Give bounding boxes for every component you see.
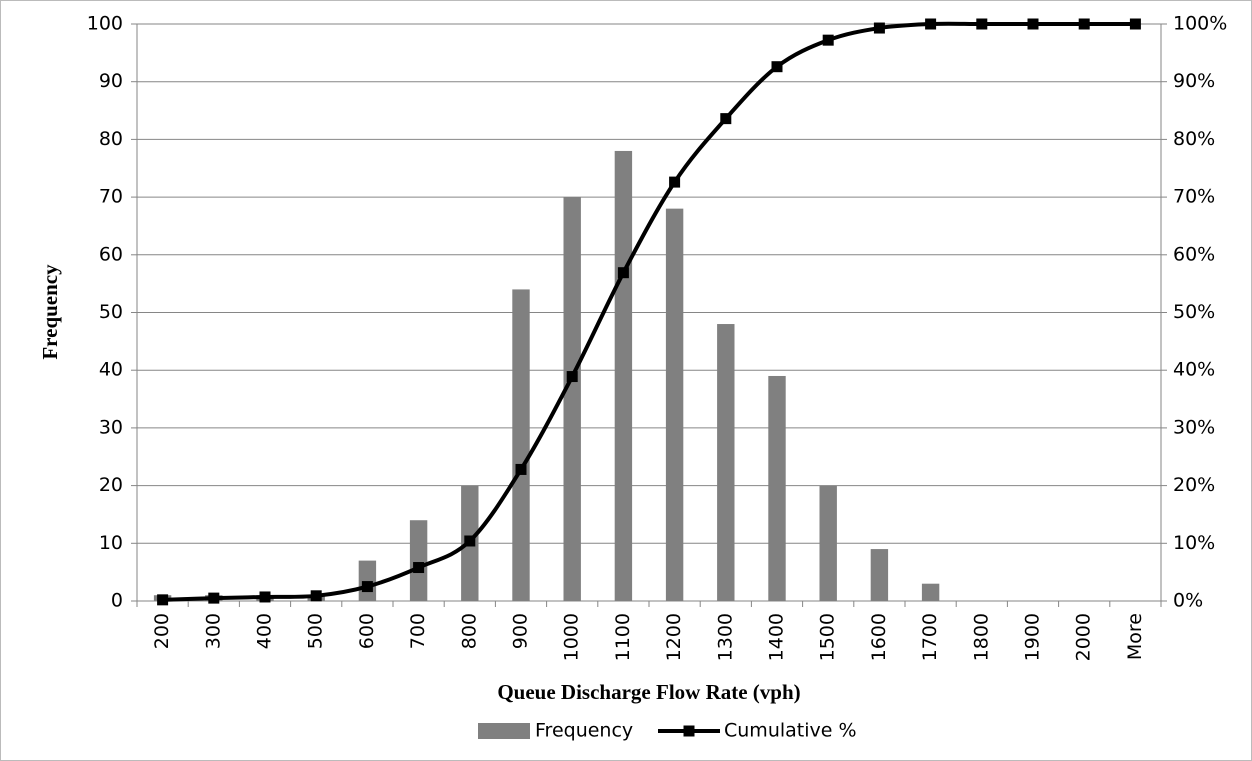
x-tick-label: 1500 xyxy=(817,613,839,661)
line-marker xyxy=(822,34,834,46)
bar xyxy=(409,520,428,601)
line-marker xyxy=(976,18,988,30)
x-tick-label: 400 xyxy=(254,613,276,649)
line-marker xyxy=(566,371,578,383)
line-marker xyxy=(208,592,220,604)
y2-tick-label: 30% xyxy=(1173,416,1215,438)
bar xyxy=(614,150,633,601)
line-marker xyxy=(413,562,425,574)
line-marker xyxy=(157,594,169,606)
line-marker xyxy=(873,22,885,34)
y-tick-label: 90 xyxy=(99,70,123,92)
bar xyxy=(563,197,581,601)
y-tick-label: 0 xyxy=(111,590,123,612)
x-tick-label: 1600 xyxy=(868,613,890,661)
legend-swatch xyxy=(478,723,530,739)
x-tick-label: 700 xyxy=(407,613,429,649)
bar xyxy=(512,289,530,601)
bar xyxy=(717,324,735,601)
line-marker xyxy=(1129,18,1141,30)
y2-tick-label: 80% xyxy=(1173,128,1215,150)
y2-tick-label: 90% xyxy=(1173,70,1215,92)
x-tick-label: 1400 xyxy=(766,613,788,661)
y2-tick-label: 10% xyxy=(1173,532,1215,554)
y-axis-title: Frequency xyxy=(38,264,62,360)
y2-tick-label: 100% xyxy=(1173,13,1227,35)
line-marker xyxy=(925,18,937,30)
y-tick-label: 20 xyxy=(99,474,123,496)
y-tick-label: 100 xyxy=(87,13,123,35)
line-marker xyxy=(669,176,681,188)
y-tick-label: 40 xyxy=(99,359,123,381)
bar xyxy=(921,583,940,601)
line xyxy=(162,21,1136,602)
y-tick-label: 70 xyxy=(99,186,123,208)
y2-tick-label: 60% xyxy=(1173,243,1215,265)
x-tick-label: 200 xyxy=(151,613,173,649)
y2-tick-label: 70% xyxy=(1173,186,1215,208)
x-tick-label: 1700 xyxy=(919,613,941,661)
bar xyxy=(358,560,377,601)
x-tick-label: 300 xyxy=(202,613,224,649)
x-tick-label: 500 xyxy=(305,613,327,649)
y-tick-label: 80 xyxy=(99,128,123,150)
y-tick-label: 50 xyxy=(99,301,123,323)
x-tick-label: 1200 xyxy=(663,613,685,661)
line-marker xyxy=(259,591,271,603)
x-tick-label: 1100 xyxy=(612,613,634,661)
line-marker xyxy=(310,590,322,602)
y2-tick-label: 40% xyxy=(1173,359,1215,381)
bar xyxy=(768,375,786,601)
line-marker xyxy=(617,267,629,279)
x-axis-title: Queue Discharge Flow Rate (vph) xyxy=(497,680,800,704)
x-tick-label: 1000 xyxy=(561,613,583,661)
legend-swatch xyxy=(683,725,695,737)
y-tick-label: 30 xyxy=(99,416,123,438)
legend-label: Cumulative % xyxy=(724,720,857,742)
x-tick-label: More xyxy=(1124,613,1146,660)
line-marker xyxy=(1078,18,1090,30)
x-tick-label: 2000 xyxy=(1073,613,1095,661)
x-tick-label: 1300 xyxy=(714,613,736,661)
line-marker xyxy=(464,535,476,547)
x-tick-label: 800 xyxy=(458,613,480,649)
line-marker xyxy=(361,581,373,593)
y-tick-label: 10 xyxy=(99,532,123,554)
line-marker xyxy=(515,463,527,475)
x-tick-label: 600 xyxy=(356,613,378,649)
y2-tick-label: 50% xyxy=(1173,301,1215,323)
line-marker xyxy=(720,113,732,125)
y-tick-label: 60 xyxy=(99,243,123,265)
line-marker xyxy=(771,61,783,73)
bar xyxy=(870,549,889,601)
x-tick-label: 1900 xyxy=(1022,613,1044,661)
y2-tick-label: 0% xyxy=(1173,590,1203,612)
legend-label: Frequency xyxy=(535,720,633,742)
bar xyxy=(819,485,837,601)
x-tick-label: 900 xyxy=(510,613,532,649)
line-marker xyxy=(1027,18,1039,30)
y2-tick-label: 20% xyxy=(1173,474,1215,496)
x-tick-label: 1800 xyxy=(970,613,992,661)
bar xyxy=(665,208,684,601)
